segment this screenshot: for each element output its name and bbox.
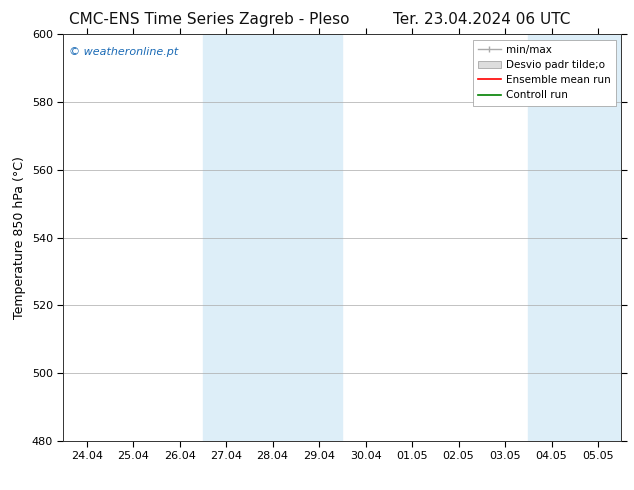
Text: Ter. 23.04.2024 06 UTC: Ter. 23.04.2024 06 UTC bbox=[393, 12, 571, 27]
Text: © weatheronline.pt: © weatheronline.pt bbox=[69, 47, 178, 56]
Bar bbox=[528, 34, 621, 441]
Legend: min/max, Desvio padr tilde;o, Ensemble mean run, Controll run: min/max, Desvio padr tilde;o, Ensemble m… bbox=[473, 40, 616, 105]
Text: CMC-ENS Time Series Zagreb - Pleso: CMC-ENS Time Series Zagreb - Pleso bbox=[69, 12, 349, 27]
Bar bbox=[203, 34, 342, 441]
Y-axis label: Temperature 850 hPa (°C): Temperature 850 hPa (°C) bbox=[13, 156, 26, 319]
